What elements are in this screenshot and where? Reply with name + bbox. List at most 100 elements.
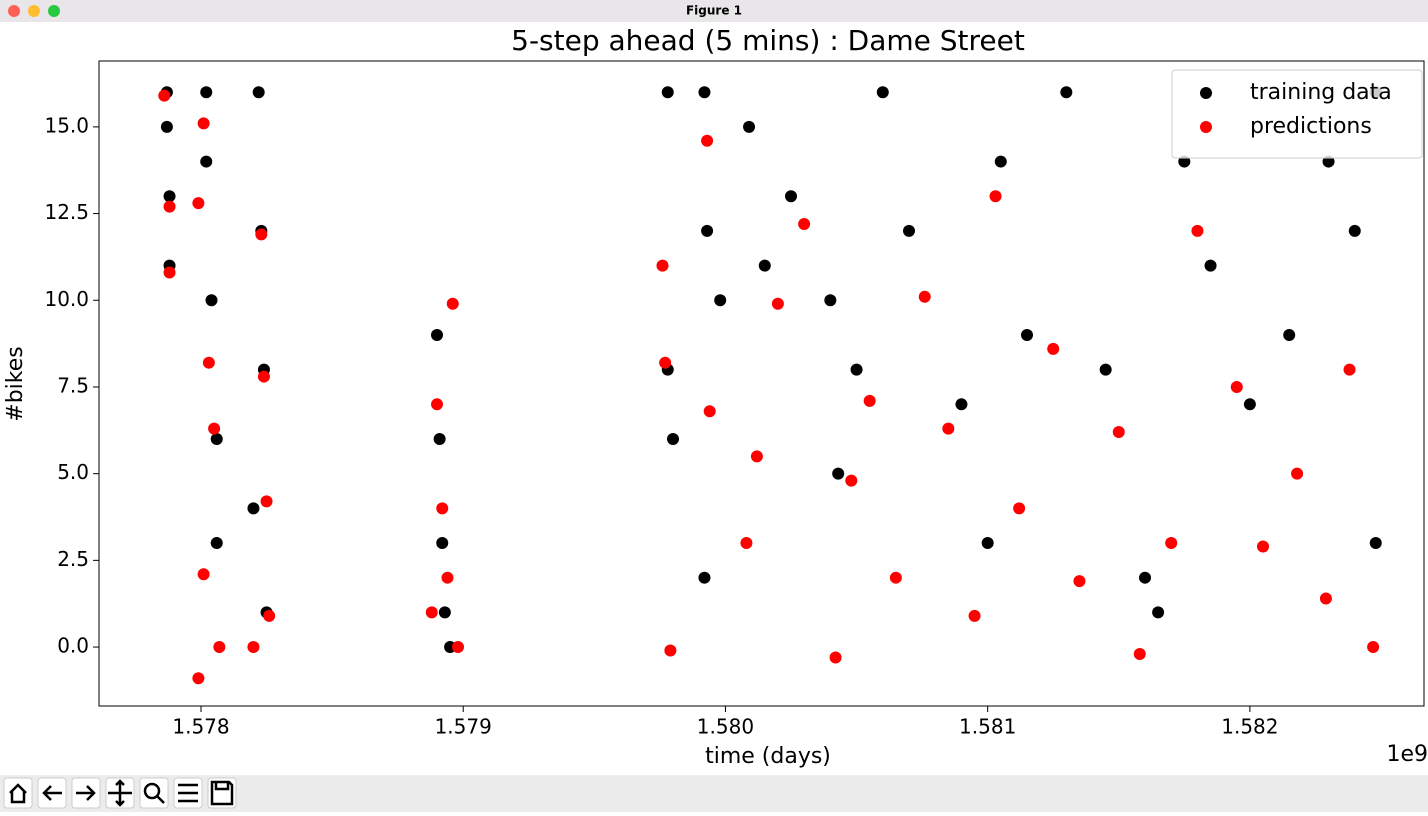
scatter-point [446, 297, 459, 310]
scatter-point [698, 86, 711, 99]
scatter-point [431, 328, 444, 341]
scatter-point [1178, 155, 1191, 168]
scatter-point [989, 190, 1002, 203]
scatter-point [1191, 224, 1204, 237]
plot-frame [98, 60, 1425, 707]
scatter-point [1133, 647, 1146, 660]
scatter-point [431, 398, 444, 411]
configure-icon [178, 783, 198, 803]
scatter-point [667, 432, 680, 445]
scatter-point [260, 495, 273, 508]
scatter-point [845, 474, 858, 487]
scatter-point [876, 86, 889, 99]
close-button[interactable] [8, 5, 20, 17]
chart-title: 5-step ahead (5 mins) : Dame Street [511, 24, 1025, 57]
scatter-point [436, 502, 449, 515]
scatter-point [784, 190, 797, 203]
scatter-point [863, 394, 876, 407]
scatter-point [163, 190, 176, 203]
scatter-point [1099, 363, 1112, 376]
scatter-point [1138, 571, 1151, 584]
scatter-point [163, 200, 176, 213]
scatter-point [661, 86, 674, 99]
scatter-point [202, 356, 215, 369]
scatter-point [656, 259, 669, 272]
scatter-point [1348, 224, 1361, 237]
scatter-point [1243, 398, 1256, 411]
scatter-point [955, 398, 968, 411]
legend-box [1171, 69, 1423, 159]
x-tick-label: 1.580 [697, 715, 754, 739]
scatter-point [994, 155, 1007, 168]
scatter-point [824, 294, 837, 307]
scatter-point [829, 651, 842, 664]
home-button[interactable] [3, 777, 33, 809]
y-tick-label: 7.5 [57, 373, 89, 397]
scatter-point [664, 644, 677, 657]
scatter-point [750, 450, 763, 463]
scatter-point [163, 266, 176, 279]
legend-marker [1200, 121, 1212, 133]
scatter-point [433, 432, 446, 445]
forward-icon [76, 785, 96, 801]
minimize-button[interactable] [28, 5, 40, 17]
back-icon [42, 785, 62, 801]
scatter-point [758, 259, 771, 272]
x-tick-label: 1.581 [959, 715, 1016, 739]
scatter-point [213, 641, 226, 654]
scatter-point [771, 297, 784, 310]
scatter-point [942, 422, 955, 435]
scatter-point [798, 217, 811, 230]
scatter-point [850, 363, 863, 376]
scatter-point [425, 606, 438, 619]
scatter-point [197, 117, 210, 130]
scatter-point [247, 641, 260, 654]
scatter-point [701, 224, 714, 237]
scatter-point [659, 356, 672, 369]
scatter-point [247, 502, 260, 515]
window-title: Figure 1 [686, 4, 742, 18]
scatter-point [208, 422, 221, 435]
zoom-icon [143, 782, 165, 804]
scatter-point [160, 120, 173, 133]
scatter-point [210, 537, 223, 550]
scatter-point [1230, 380, 1243, 393]
scatter-point [436, 537, 449, 550]
scatter-point [1060, 86, 1073, 99]
scatter-point [197, 568, 210, 581]
scatter-point [1165, 537, 1178, 550]
y-axis-label: #bikes [3, 346, 28, 421]
x-tick-label: 1.578 [172, 715, 229, 739]
scatter-point [889, 571, 902, 584]
scatter-point [1343, 363, 1356, 376]
scatter-point [441, 571, 454, 584]
scatter-point [1369, 537, 1382, 550]
y-tick-label: 10.0 [44, 287, 89, 311]
scatter-point [1319, 592, 1332, 605]
scatter-point [968, 609, 981, 622]
save-icon [210, 780, 234, 806]
scatter-point [698, 571, 711, 584]
legend-marker [1200, 87, 1212, 99]
legend-label: training data [1250, 80, 1392, 105]
scatter-point [257, 370, 270, 383]
scatter-point [1020, 328, 1033, 341]
scatter-point [1047, 342, 1060, 355]
scatter-point [263, 609, 276, 622]
y-tick-label: 12.5 [44, 200, 89, 224]
scatter-point [192, 672, 205, 685]
zoom-button[interactable] [48, 5, 60, 17]
x-tick-label: 1.582 [1221, 715, 1278, 739]
y-tick-label: 5.0 [57, 460, 89, 484]
scatter-point [200, 86, 213, 99]
scatter-point [832, 467, 845, 480]
scatter-point [451, 641, 464, 654]
scatter-point [1367, 641, 1380, 654]
scatter-point [743, 120, 756, 133]
scatter-point [703, 405, 716, 418]
scatter-point [1013, 502, 1026, 515]
scatter-point [252, 86, 265, 99]
scatter-point [740, 537, 753, 550]
scatter-point [918, 290, 931, 303]
